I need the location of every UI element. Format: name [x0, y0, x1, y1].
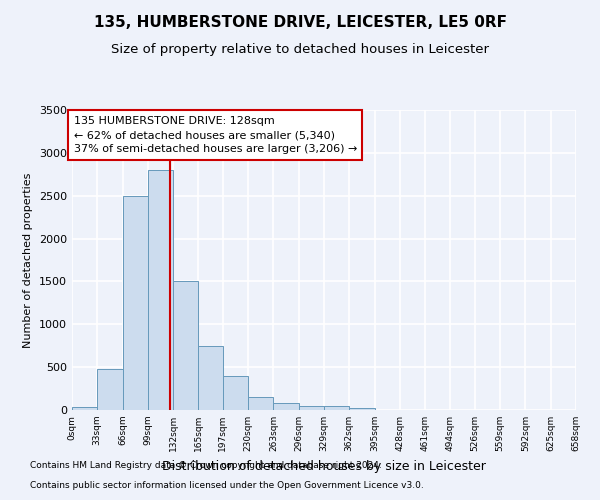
Bar	[349, 408, 374, 410]
Bar	[274, 403, 299, 410]
Y-axis label: Number of detached properties: Number of detached properties	[23, 172, 34, 348]
Bar	[148, 170, 173, 410]
Text: Size of property relative to detached houses in Leicester: Size of property relative to detached ho…	[111, 42, 489, 56]
Bar	[199, 346, 223, 410]
Text: Contains public sector information licensed under the Open Government Licence v3: Contains public sector information licen…	[30, 481, 424, 490]
X-axis label: Distribution of detached houses by size in Leicester: Distribution of detached houses by size …	[162, 460, 486, 472]
Bar	[122, 196, 148, 410]
Bar	[173, 282, 199, 410]
Bar	[299, 406, 324, 410]
Bar	[324, 406, 349, 410]
Bar	[72, 408, 97, 410]
Bar	[97, 369, 122, 410]
Text: 135 HUMBERSTONE DRIVE: 128sqm
← 62% of detached houses are smaller (5,340)
37% o: 135 HUMBERSTONE DRIVE: 128sqm ← 62% of d…	[74, 116, 357, 154]
Text: 135, HUMBERSTONE DRIVE, LEICESTER, LE5 0RF: 135, HUMBERSTONE DRIVE, LEICESTER, LE5 0…	[94, 15, 506, 30]
Text: Contains HM Land Registry data © Crown copyright and database right 2024.: Contains HM Land Registry data © Crown c…	[30, 461, 382, 470]
Bar	[223, 376, 248, 410]
Bar	[248, 397, 274, 410]
